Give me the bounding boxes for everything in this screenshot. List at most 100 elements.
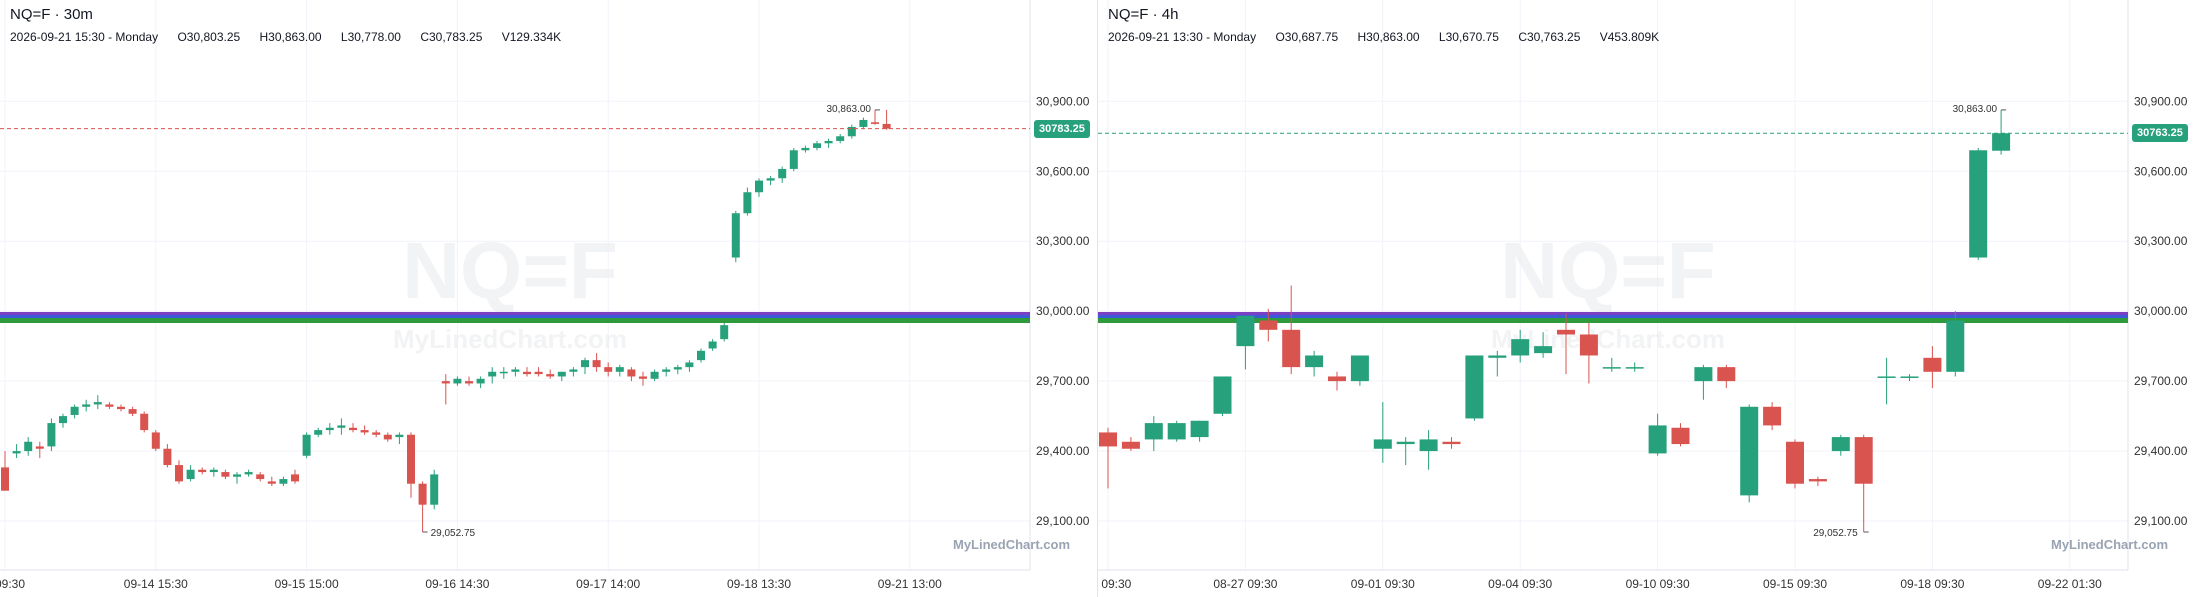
candle[interactable] [1419,430,1438,470]
candle[interactable] [1854,434,1873,532]
candle[interactable] [1557,313,1575,375]
candle[interactable] [859,117,868,130]
candle[interactable] [1534,332,1553,358]
candle[interactable] [291,469,299,484]
chart-panel-4h[interactable]: 29,100.00 29,400.00 29,700.00 30,000.00 30,3… [1098,0,2196,597]
candle[interactable] [789,147,798,172]
candle[interactable] [453,376,462,386]
chart-panel-30m[interactable]: 29,100.00 29,400.00 29,700.00 30,000.00 30,3… [0,0,1098,597]
candle[interactable] [233,472,241,484]
candle[interactable] [1465,355,1484,421]
candle[interactable] [1877,357,1896,405]
candle[interactable] [1259,308,1278,342]
candle[interactable] [1808,476,1827,487]
candle[interactable] [1213,376,1232,417]
candle[interactable] [1488,350,1507,377]
candle[interactable] [244,469,253,477]
candle[interactable] [349,423,357,433]
candle[interactable] [1121,437,1140,452]
candle[interactable] [209,467,218,477]
candle[interactable] [1717,364,1736,389]
candle[interactable] [882,109,891,130]
candle[interactable] [685,360,694,372]
candle[interactable] [708,339,717,351]
candle[interactable] [383,432,392,442]
candle[interactable] [1305,350,1324,377]
candle[interactable] [615,364,624,377]
candle[interactable] [720,322,729,342]
candle[interactable] [1625,362,1644,372]
candle[interactable] [256,472,265,482]
candle[interactable] [140,411,149,433]
candle[interactable] [1786,439,1804,489]
candle[interactable] [337,418,346,435]
candle[interactable] [511,367,520,377]
candle[interactable] [743,187,752,216]
candle[interactable] [813,140,821,151]
candle[interactable] [546,369,555,379]
candle[interactable] [1969,147,1988,260]
candle[interactable] [1579,322,1598,384]
candle[interactable] [279,476,288,487]
candle[interactable] [117,404,125,412]
candle[interactable] [418,481,427,532]
candle[interactable] [1946,311,1965,377]
candle[interactable] [82,399,91,412]
candle[interactable] [604,362,613,377]
chart-canvas-4h[interactable]: 29,100.00 29,400.00 29,700.00 30,000.00 30,3… [1098,0,2196,597]
candle[interactable] [163,444,172,468]
candle[interactable] [534,367,543,377]
chart-canvas-30m[interactable]: 29,100.00 29,400.00 29,700.00 30,000.00 30,3… [0,0,1098,597]
candle[interactable] [755,178,763,197]
candle[interactable] [1396,437,1415,466]
candle[interactable] [1328,371,1346,391]
candle[interactable] [128,406,137,417]
candle[interactable] [871,109,879,125]
candle[interactable] [569,367,578,377]
candle[interactable] [35,441,44,459]
candle[interactable] [1671,423,1690,447]
candle[interactable] [1167,420,1186,442]
candle[interactable] [557,371,566,382]
candle[interactable] [1190,420,1209,442]
candle[interactable] [1144,416,1163,452]
candle[interactable] [1740,404,1759,503]
candle[interactable] [302,432,311,459]
candle[interactable] [430,469,439,510]
candle[interactable] [1648,413,1667,456]
candle[interactable] [1900,374,1919,382]
candle[interactable] [581,357,589,375]
candle[interactable] [441,374,450,405]
candle[interactable] [47,418,56,452]
candle[interactable] [267,476,276,487]
candle[interactable] [523,367,531,377]
candle[interactable] [105,402,114,410]
candle[interactable] [673,364,682,375]
candle[interactable] [824,138,833,148]
candle[interactable] [407,432,415,498]
candle[interactable] [198,467,207,475]
candle[interactable] [1602,357,1621,372]
candle[interactable] [650,369,659,382]
candle[interactable] [1,451,9,491]
candle[interactable] [186,465,195,482]
candle[interactable] [697,348,705,363]
candle[interactable] [801,145,810,153]
candle[interactable] [12,444,21,459]
candle[interactable] [766,175,775,186]
candle[interactable] [1923,346,1942,389]
candle[interactable] [465,376,473,386]
candle[interactable] [627,367,636,382]
candle[interactable] [325,423,334,435]
candle[interactable] [1350,355,1369,386]
candle[interactable] [1373,402,1392,463]
candle[interactable] [1511,329,1530,363]
candle[interactable] [639,371,647,386]
candle[interactable] [151,430,160,452]
candle[interactable] [59,413,67,428]
candle[interactable] [778,166,787,183]
candle[interactable] [395,432,404,445]
candle[interactable] [836,133,845,144]
candle[interactable] [488,367,497,384]
candle[interactable] [70,404,79,419]
